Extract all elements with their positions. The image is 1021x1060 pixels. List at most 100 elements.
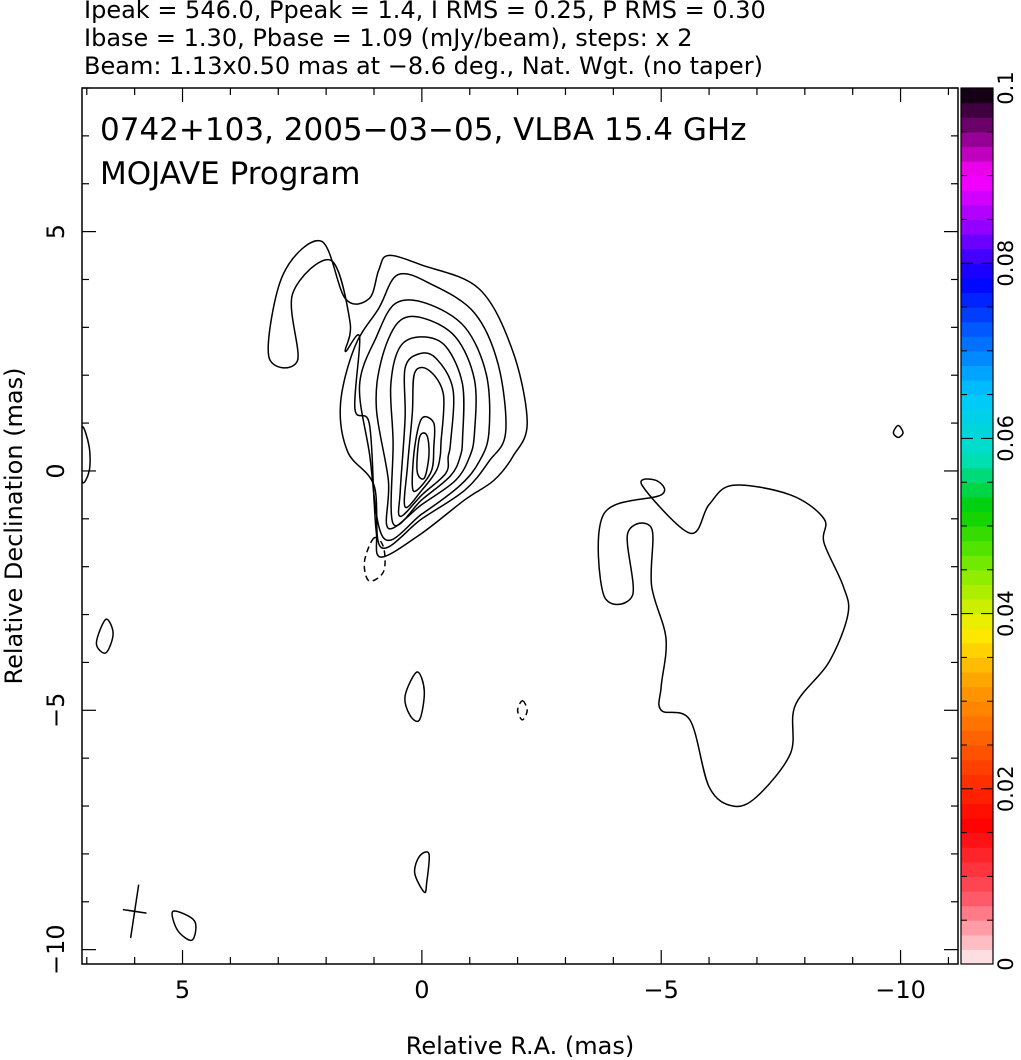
- colorbar-strip: [961, 540, 993, 556]
- contour-island-beam-corner: [171, 910, 197, 942]
- colorbar-strip: [961, 672, 993, 688]
- colorbar-label: 0: [994, 957, 1018, 970]
- contour-core-level-2: [339, 272, 507, 550]
- colorbar-strip: [961, 131, 993, 147]
- y-tick-label: 5: [42, 224, 70, 239]
- colorbar-label: 0.08: [994, 240, 1018, 287]
- colorbar-strip: [961, 204, 993, 220]
- colorbar-strip: [961, 657, 993, 673]
- contour-core-level-8: [411, 415, 436, 493]
- colorbar-strip: [961, 599, 993, 615]
- source-annotation: 0742+103, 2005−03−05, VLBA 15.4 GHz: [100, 112, 746, 148]
- contour-island-right-small: [892, 424, 904, 439]
- colorbar-strip: [961, 117, 993, 133]
- contour-island-left-edge: [82, 426, 91, 484]
- colorbar-ticks: [961, 87, 993, 965]
- colorbar-label: 0.1: [994, 71, 1018, 104]
- colorbar-strip: [961, 190, 993, 206]
- colorbar-strip: [961, 307, 993, 323]
- colorbar-strip: [961, 642, 993, 658]
- contour-dashed-small-right: [516, 699, 528, 721]
- colorbar-strip: [961, 891, 993, 907]
- y-tick-label: 0: [42, 463, 70, 478]
- beam-cross: [122, 884, 147, 939]
- colorbar-strip: [961, 774, 993, 790]
- contour-lines: [82, 239, 904, 942]
- colorbar-strip: [961, 277, 993, 293]
- contour-core-level-7: [403, 366, 445, 509]
- contour-core-level-4: [375, 315, 477, 530]
- colorbar-strip: [961, 715, 993, 731]
- x-axis-label: Relative R.A. (mas): [406, 1032, 634, 1060]
- contour-core-level-6: [397, 352, 455, 518]
- colorbar-strip: [961, 234, 993, 250]
- colorbar-strip: [961, 219, 993, 235]
- colorbar-strip: [961, 438, 993, 454]
- colorbar: 0 0.02 0.04 0.06 0.08 0.1: [960, 71, 1018, 971]
- x-tick-label: −10: [875, 976, 926, 1004]
- contour-extended-jet-lobe: [597, 478, 850, 808]
- contour-core-level-1: [267, 239, 528, 558]
- colorbar-strip: [961, 759, 993, 775]
- x-tick-label: −5: [644, 976, 679, 1004]
- colorbar-strip: [961, 146, 993, 162]
- colorbar-strip: [961, 248, 993, 264]
- colorbar-strip: [961, 102, 993, 118]
- colorbar-strip: [961, 365, 993, 381]
- contour-island-left-lower: [95, 618, 114, 654]
- axis-ticks: [82, 87, 958, 964]
- colorbar-strip: [961, 949, 993, 965]
- colorbar-strip: [961, 613, 993, 629]
- colorbar-strip: [961, 788, 993, 804]
- colorbar-strip: [961, 905, 993, 921]
- y-tick-label: −5: [42, 693, 70, 728]
- colorbar-strip: [961, 920, 993, 936]
- colorbar-strip: [961, 526, 993, 542]
- header-line-base: Ibase = 1.30, Pbase = 1.09 (mJy/beam), s…: [84, 24, 693, 52]
- colorbar-strip: [961, 380, 993, 396]
- x-tick-label: 0: [414, 976, 429, 1004]
- contour-core-level-3: [358, 299, 491, 542]
- colorbar-strip: [961, 701, 993, 717]
- contour-core-level-5: [389, 336, 465, 527]
- colorbar-label: 0.02: [994, 765, 1018, 812]
- beam-marker: [122, 884, 147, 939]
- contour-island-lower-center: [413, 851, 431, 894]
- colorbar-strip: [961, 409, 993, 425]
- colorbar-strip: [961, 88, 993, 104]
- colorbar-strip: [961, 175, 993, 191]
- colorbar-strip: [961, 336, 993, 352]
- contour-core-level-9: [416, 432, 430, 480]
- colorbar-label: 0.06: [994, 415, 1018, 462]
- colorbar-strip: [961, 832, 993, 848]
- program-annotation: MOJAVE Program: [100, 156, 360, 192]
- colorbar-strip: [961, 934, 993, 950]
- colorbar-strip: [961, 496, 993, 512]
- contour-island-small-center: [404, 671, 426, 723]
- colorbar-strip: [961, 861, 993, 877]
- colorbar-strip: [961, 730, 993, 746]
- colorbar-strip: [961, 423, 993, 439]
- colorbar-strip: [961, 321, 993, 337]
- colorbar-strip: [961, 818, 993, 834]
- colorbar-strip: [961, 453, 993, 469]
- colorbar-strip: [961, 394, 993, 410]
- colorbar-label: 0.04: [994, 590, 1018, 637]
- colorbar-strip: [961, 628, 993, 644]
- colorbar-strip: [961, 350, 993, 366]
- colorbar-strip: [961, 467, 993, 483]
- contour-dashed-near-core: [363, 536, 386, 583]
- y-tick-labels: 5 0 −5 −10: [42, 224, 70, 975]
- y-axis-label: Relative Declination (mas): [0, 367, 28, 684]
- colorbar-strip: [961, 584, 993, 600]
- colorbar-labels: 0 0.02 0.04 0.06 0.08 0.1: [994, 71, 1018, 970]
- x-tick-label: 5: [175, 976, 190, 1004]
- plot-frame: [81, 87, 959, 965]
- colorbar-strip: [961, 161, 993, 177]
- beam-minor-axis: [122, 908, 147, 914]
- colorbar-strip: [961, 876, 993, 892]
- colorbar-strip: [961, 482, 993, 498]
- header-line-peak: Ipeak = 546.0, Ppeak = 1.4, I RMS = 0.25…: [84, 0, 766, 24]
- colorbar-strip: [961, 803, 993, 819]
